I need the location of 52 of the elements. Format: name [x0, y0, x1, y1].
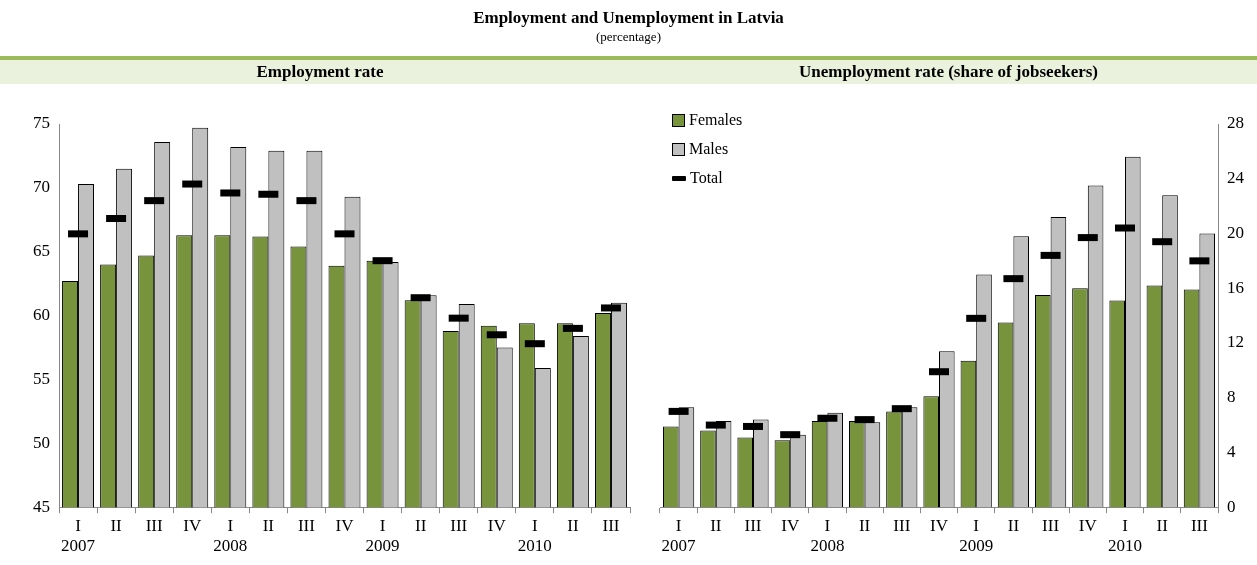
legend-label: Males: [689, 140, 729, 158]
x-tick-label: II: [567, 515, 579, 535]
legend-label: Females: [689, 111, 743, 129]
x-tick-label: IV: [335, 515, 355, 535]
y-tick-label: 45: [33, 496, 50, 516]
y2-tick-label: 28: [1227, 113, 1244, 133]
x-tick-label: I 2008: [810, 515, 845, 556]
x-tick-label: III: [145, 515, 163, 535]
x-tick-label: IV: [183, 515, 202, 535]
y2-tick-label: 12: [1227, 332, 1244, 352]
chart-title: Employment rate: [0, 56, 640, 84]
text: Employment and Unemployment in Latvia: [472, 8, 785, 28]
x-tick-label: II: [262, 515, 275, 535]
x-tick-label: III: [602, 515, 620, 535]
y-tick-label: 50: [33, 432, 50, 452]
x-tick-label: III: [1190, 515, 1209, 535]
x-tick-label: II: [1007, 515, 1020, 535]
y-tick-label: 75: [33, 113, 50, 133]
x-tick-label: IV: [781, 515, 800, 535]
x-tick-label: I 2010: [1108, 515, 1142, 556]
x-tick-label: II: [1156, 515, 1169, 535]
x-tick-label: II: [710, 515, 722, 535]
x-tick-label: IV: [487, 515, 507, 535]
x-tick-label: II: [858, 515, 871, 535]
x-tick-label: IV: [1078, 515, 1098, 535]
y2-tick-label: 16: [1227, 277, 1244, 297]
x-tick-label: I 2007: [661, 515, 697, 556]
y-tick-label: 55: [33, 368, 50, 388]
x-tick-label: III: [893, 515, 911, 535]
x-tick-label: III: [1042, 515, 1060, 535]
x-tick-label: I 2007: [61, 515, 96, 556]
y2-tick-label: 4: [1227, 441, 1236, 461]
y-tick-label: 65: [33, 241, 50, 261]
y2-tick-label: 8: [1227, 387, 1236, 407]
x-tick-label: I 2009: [365, 515, 400, 556]
text: (percentage): [595, 29, 662, 45]
x-tick-label: III: [744, 515, 762, 535]
x-tick-label: III: [450, 515, 468, 535]
y-tick-label: 70: [33, 177, 50, 197]
chart-title: Unemployment rate (share of jobseekers): [640, 56, 1257, 84]
legend-label: Total: [690, 169, 723, 187]
x-tick-label: III: [297, 515, 316, 535]
x-tick-label: I 2008: [213, 515, 248, 556]
x-tick-label: I 2010: [517, 515, 552, 556]
x-tick-label: IV: [930, 515, 949, 535]
y2-tick-label: 0: [1227, 496, 1236, 516]
y-tick-label: 60: [33, 305, 50, 325]
y2-tick-label: 20: [1227, 222, 1244, 242]
y2-tick-label: 24: [1227, 168, 1245, 188]
x-tick-label: II: [110, 515, 123, 535]
x-tick-label: I 2009: [959, 515, 994, 556]
x-tick-label: II: [414, 515, 427, 535]
